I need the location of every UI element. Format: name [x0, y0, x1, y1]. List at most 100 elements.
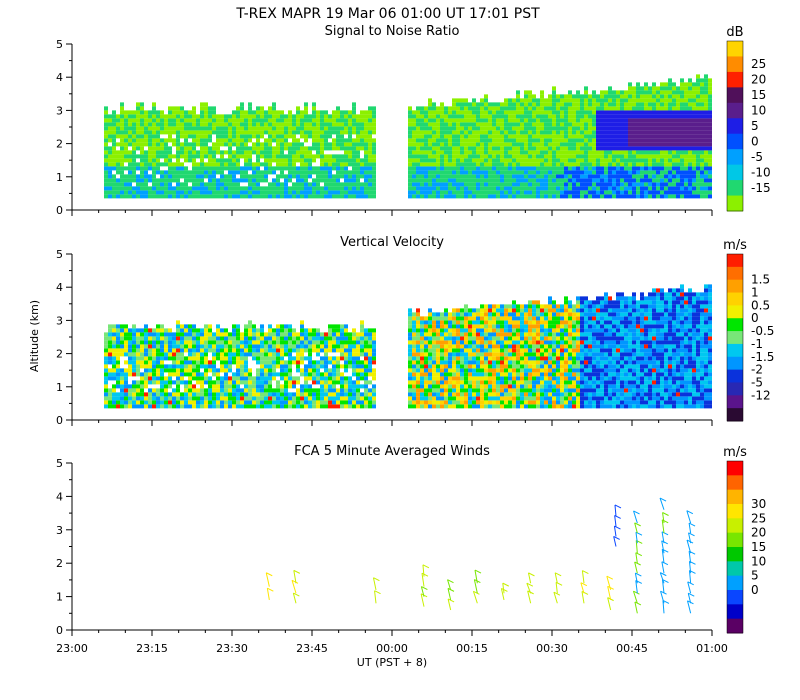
vv-cell — [360, 364, 364, 369]
snr-cell — [144, 126, 148, 131]
snr-cell — [340, 154, 344, 159]
snr-cell — [296, 178, 300, 183]
snr-cell — [236, 138, 240, 143]
snr-cell — [696, 118, 700, 123]
snr-cell — [284, 126, 288, 131]
snr-cell — [324, 166, 328, 171]
snr-cell — [512, 174, 516, 179]
snr-cell — [436, 158, 440, 163]
snr-cell — [464, 142, 468, 147]
vv-cell — [140, 364, 144, 369]
snr-cell — [536, 190, 540, 195]
snr-cell — [536, 106, 540, 111]
vv-cell — [132, 344, 136, 349]
vv-cell — [168, 380, 172, 385]
vv-cell — [168, 400, 172, 405]
snr-cell — [704, 78, 708, 83]
snr-cell — [604, 162, 608, 167]
snr-cell — [492, 182, 496, 187]
snr-cell — [624, 146, 628, 151]
snr-cell — [144, 178, 148, 183]
snr-cell — [216, 118, 220, 123]
snr-cell — [412, 134, 416, 139]
snr-cell — [576, 98, 580, 103]
snr-cell — [420, 162, 424, 167]
vv-cell — [308, 404, 312, 409]
snr-cell — [520, 158, 524, 163]
snr-cell — [472, 166, 476, 171]
snr-cell — [192, 186, 196, 191]
snr-cell — [168, 158, 172, 163]
snr-cell — [292, 134, 296, 139]
snr-cell — [288, 154, 292, 159]
snr-cell — [232, 138, 236, 143]
snr-cell — [332, 162, 336, 167]
snr-cell — [276, 110, 280, 115]
snr-cell — [544, 130, 548, 135]
snr-cell — [176, 134, 180, 139]
snr-cell — [680, 170, 684, 175]
snr-cell — [440, 166, 444, 171]
snr-cell — [580, 138, 584, 143]
snr-cell — [704, 118, 708, 123]
snr-cell — [216, 114, 220, 119]
snr-cell — [128, 166, 132, 171]
snr-cell — [464, 170, 468, 175]
snr-cell — [296, 182, 300, 187]
snr-cell — [348, 190, 352, 195]
vv-cell — [428, 360, 432, 365]
snr-cell — [276, 158, 280, 163]
snr-cell — [632, 110, 636, 115]
snr-cell — [128, 110, 132, 115]
snr-cell — [324, 134, 328, 139]
snr-cell — [588, 114, 592, 119]
vv-cell — [208, 392, 212, 397]
vv-cell — [296, 392, 300, 397]
vv-cell — [176, 356, 180, 361]
vv-cell — [432, 360, 436, 365]
snr-cell — [648, 182, 652, 187]
vv-cell — [364, 404, 368, 409]
snr-cell — [556, 118, 560, 123]
vv-cell — [252, 404, 256, 409]
vv-cell — [328, 360, 332, 365]
snr-cell — [204, 122, 208, 127]
snr-cell — [200, 170, 204, 175]
snr-cell — [608, 150, 612, 155]
snr-cell — [692, 138, 696, 143]
snr-cell — [420, 106, 424, 111]
snr-cell — [288, 166, 292, 171]
vv-cell — [192, 340, 196, 345]
snr-cell — [512, 142, 516, 147]
snr-cell — [640, 126, 644, 131]
snr-cell — [520, 150, 524, 155]
snr-cell — [456, 154, 460, 159]
vv-cell — [168, 364, 172, 369]
vv-cell — [328, 356, 332, 361]
vv-cell — [336, 332, 340, 337]
snr-cell — [344, 182, 348, 187]
snr-cell — [688, 194, 692, 199]
snr-cell — [620, 98, 624, 103]
snr-cell — [220, 158, 224, 163]
snr-cell — [676, 94, 680, 99]
vv-cell — [224, 364, 228, 369]
snr-cell — [440, 162, 444, 167]
snr-cell — [480, 158, 484, 163]
vv-cell — [276, 404, 280, 409]
vv-cell — [340, 392, 344, 397]
snr-cell — [244, 170, 248, 175]
snr-cell — [496, 150, 500, 155]
vv-cell — [348, 376, 352, 381]
vv-cell — [252, 392, 256, 397]
snr-cell — [608, 182, 612, 187]
vv-cell — [148, 404, 152, 409]
snr-cell — [528, 126, 532, 131]
vv-cell — [336, 400, 340, 405]
snr-cell — [656, 90, 660, 95]
vv-cell — [372, 384, 376, 389]
vv-cell — [196, 396, 200, 401]
vv-cell — [304, 392, 308, 397]
snr-cell — [252, 134, 256, 139]
vv-cell — [364, 352, 368, 357]
